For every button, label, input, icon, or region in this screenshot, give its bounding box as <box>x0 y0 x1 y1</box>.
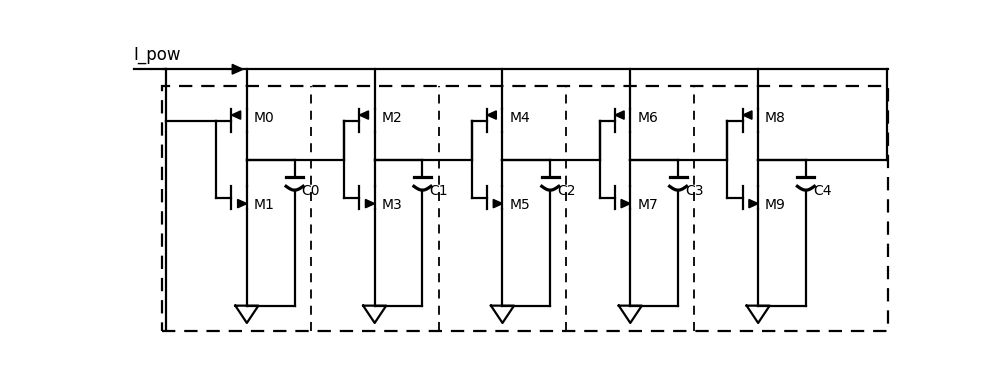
Text: M0: M0 <box>254 111 275 125</box>
Text: C0: C0 <box>302 184 320 198</box>
Polygon shape <box>621 199 630 208</box>
Polygon shape <box>365 199 375 208</box>
Polygon shape <box>743 111 752 119</box>
Text: M3: M3 <box>382 198 402 212</box>
Text: M7: M7 <box>637 198 658 212</box>
Polygon shape <box>238 199 247 208</box>
Text: M5: M5 <box>509 198 530 212</box>
Text: C3: C3 <box>685 184 703 198</box>
Text: M6: M6 <box>637 111 658 125</box>
Text: M9: M9 <box>765 198 786 212</box>
Text: M1: M1 <box>254 198 275 212</box>
Text: M4: M4 <box>509 111 530 125</box>
Polygon shape <box>487 111 496 119</box>
Polygon shape <box>359 111 369 119</box>
Text: C4: C4 <box>813 184 831 198</box>
Text: C1: C1 <box>429 184 448 198</box>
Polygon shape <box>615 111 624 119</box>
Polygon shape <box>232 65 243 74</box>
Text: C2: C2 <box>557 184 576 198</box>
Text: M2: M2 <box>382 111 402 125</box>
Polygon shape <box>231 111 241 119</box>
Text: I_pow: I_pow <box>134 46 181 64</box>
Polygon shape <box>493 199 502 208</box>
Text: M8: M8 <box>765 111 786 125</box>
Polygon shape <box>749 199 758 208</box>
